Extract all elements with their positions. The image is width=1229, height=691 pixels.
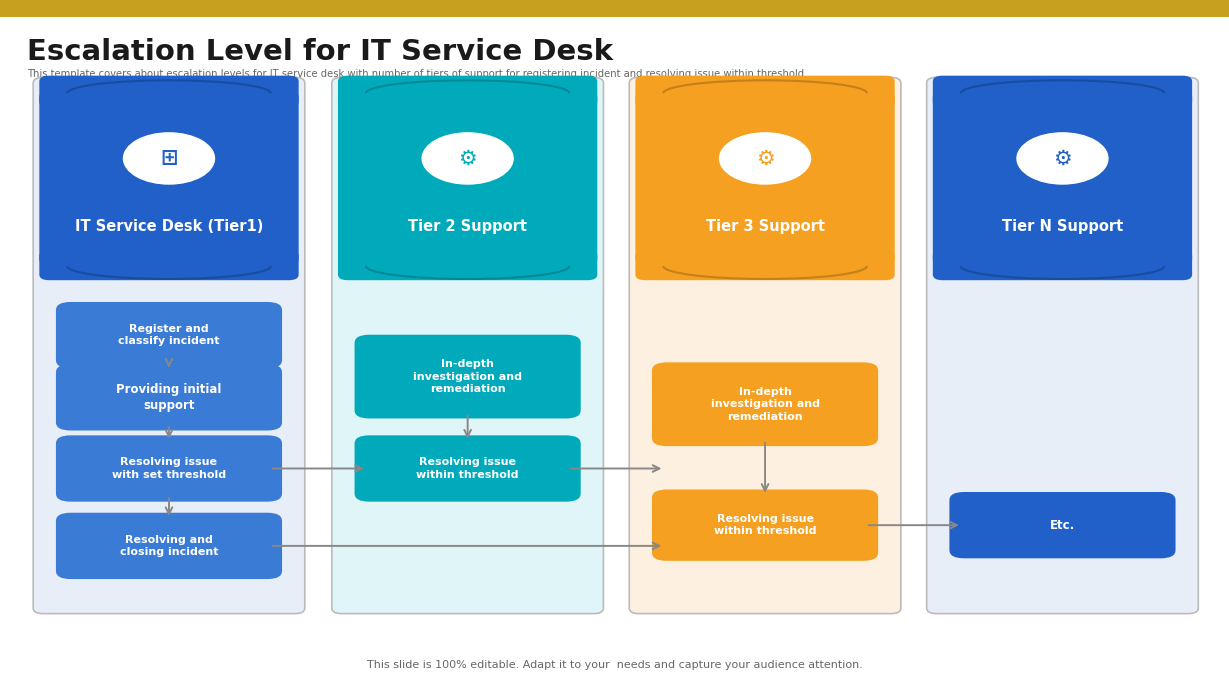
FancyBboxPatch shape [635,91,895,265]
Text: Resolving issue
with set threshold: Resolving issue with set threshold [112,457,226,480]
FancyBboxPatch shape [651,362,878,446]
FancyBboxPatch shape [39,91,299,265]
Text: In-depth
investigation and
remediation: In-depth investigation and remediation [710,387,820,422]
FancyBboxPatch shape [933,91,1192,265]
FancyBboxPatch shape [55,513,281,579]
FancyBboxPatch shape [933,250,1192,281]
FancyBboxPatch shape [949,492,1175,558]
FancyBboxPatch shape [354,435,580,502]
Text: Escalation Level for IT Service Desk: Escalation Level for IT Service Desk [27,38,613,66]
FancyBboxPatch shape [0,0,1229,17]
FancyBboxPatch shape [927,77,1198,614]
Text: Providing initial
support: Providing initial support [117,383,221,412]
Text: ⚙: ⚙ [458,149,477,169]
FancyBboxPatch shape [635,76,895,108]
FancyBboxPatch shape [33,77,305,614]
Text: IT Service Desk (Tier1): IT Service Desk (Tier1) [75,219,263,234]
Circle shape [123,133,214,184]
FancyBboxPatch shape [55,435,281,502]
FancyBboxPatch shape [635,250,895,281]
FancyBboxPatch shape [55,302,281,368]
Circle shape [719,133,810,184]
Text: Resolving and
closing incident: Resolving and closing incident [119,535,219,557]
FancyBboxPatch shape [55,364,281,430]
Text: ⚙: ⚙ [1053,149,1072,169]
Text: Tier 2 Support: Tier 2 Support [408,219,527,234]
FancyBboxPatch shape [338,91,597,265]
Text: In-depth
investigation and
remediation: In-depth investigation and remediation [413,359,522,394]
FancyBboxPatch shape [332,77,603,614]
FancyBboxPatch shape [338,250,597,281]
FancyBboxPatch shape [354,334,580,419]
Text: Register and
classify incident: Register and classify incident [118,324,220,346]
Text: This slide is 100% editable. Adapt it to your  needs and capture your audience a: This slide is 100% editable. Adapt it to… [366,661,863,670]
Text: ⊞: ⊞ [160,149,178,169]
Text: Tier 3 Support: Tier 3 Support [705,219,825,234]
Text: Resolving issue
within threshold: Resolving issue within threshold [417,457,519,480]
FancyBboxPatch shape [933,76,1192,108]
Text: Etc.: Etc. [1050,519,1075,531]
FancyBboxPatch shape [629,77,901,614]
Text: This template covers about escalation levels for IT service desk with number of : This template covers about escalation le… [27,69,804,79]
Text: Tier N Support: Tier N Support [1002,219,1123,234]
FancyBboxPatch shape [651,489,878,561]
FancyBboxPatch shape [39,250,299,281]
Circle shape [422,133,514,184]
FancyBboxPatch shape [39,76,299,108]
FancyBboxPatch shape [338,76,597,108]
Text: ⚙: ⚙ [756,149,774,169]
Circle shape [1016,133,1107,184]
Text: Resolving issue
within threshold: Resolving issue within threshold [714,514,816,536]
